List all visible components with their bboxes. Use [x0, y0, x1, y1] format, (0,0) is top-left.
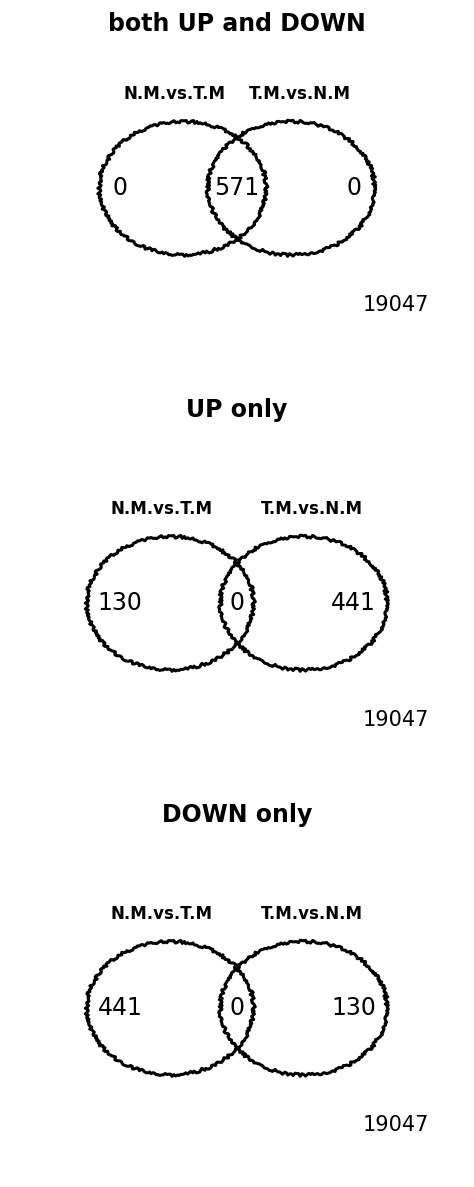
Text: both UP and DOWN: both UP and DOWN — [108, 12, 366, 36]
Text: 19047: 19047 — [363, 710, 429, 730]
Text: T.M.vs.N.M: T.M.vs.N.M — [261, 904, 363, 922]
Text: UP only: UP only — [186, 398, 288, 423]
Text: 130: 130 — [331, 996, 376, 1020]
Text: 571: 571 — [214, 176, 260, 201]
Text: 0: 0 — [229, 996, 245, 1020]
Text: T.M.vs.N.M: T.M.vs.N.M — [261, 500, 363, 518]
Text: 19047: 19047 — [363, 296, 429, 316]
Text: N.M.vs.T.M: N.M.vs.T.M — [123, 84, 226, 102]
Text: 0: 0 — [229, 591, 245, 615]
Text: 441: 441 — [331, 591, 376, 615]
Text: 130: 130 — [98, 591, 143, 615]
Text: 0: 0 — [346, 176, 361, 201]
Text: 441: 441 — [98, 996, 143, 1020]
Text: 0: 0 — [113, 176, 128, 201]
Text: N.M.vs.T.M: N.M.vs.T.M — [111, 904, 213, 922]
Text: N.M.vs.T.M: N.M.vs.T.M — [111, 500, 213, 518]
Text: T.M.vs.N.M: T.M.vs.N.M — [248, 84, 351, 102]
Text: 19047: 19047 — [363, 1116, 429, 1136]
Text: DOWN only: DOWN only — [162, 802, 312, 827]
